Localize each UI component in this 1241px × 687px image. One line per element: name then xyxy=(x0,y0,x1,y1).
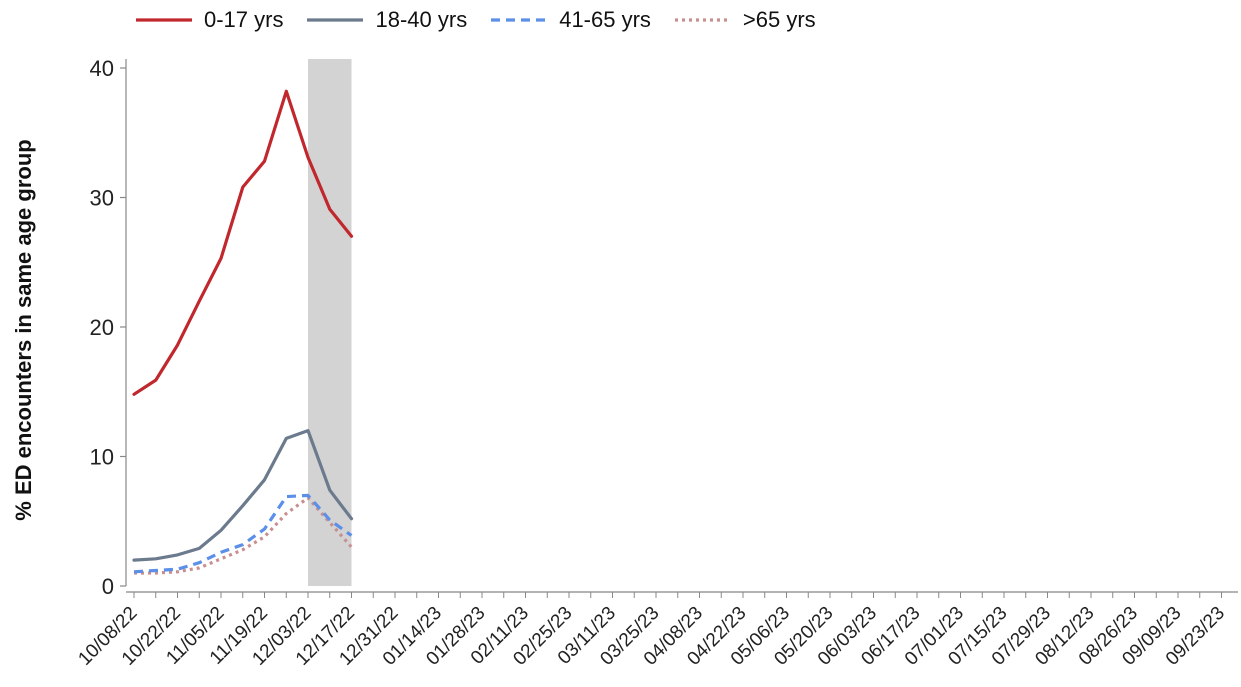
legend-swatch xyxy=(674,18,731,22)
legend: 0-17 yrs 18-40 yrs 41-65 yrs >65 yrs xyxy=(134,4,838,36)
shaded-region-layer xyxy=(308,59,352,586)
legend-swatch xyxy=(307,18,364,22)
shaded-region xyxy=(308,59,352,586)
legend-item: 18-40 yrs xyxy=(305,7,467,33)
legend-label: >65 yrs xyxy=(742,7,816,32)
legend-swatch xyxy=(491,18,548,22)
legend-item: 0-17 yrs xyxy=(134,7,283,33)
y-tick-label: 10 xyxy=(90,445,114,470)
series-line-18-40-yrs xyxy=(132,429,354,562)
series-line-41-65-yrs xyxy=(133,493,353,574)
legend-item: 41-65 yrs xyxy=(489,7,651,33)
y-tick-label: 20 xyxy=(90,315,114,340)
legend-label: 41-65 yrs xyxy=(559,7,651,32)
y-tick-label: 40 xyxy=(90,56,114,81)
legend-label: 0-17 yrs xyxy=(204,7,284,32)
series-line-0-17-yrs xyxy=(132,89,354,396)
axes-layer: 01020304010/08/2210/22/2211/05/2211/19/2… xyxy=(74,56,1238,670)
legend-label: 18-40 yrs xyxy=(375,7,468,32)
legend-swatch xyxy=(136,18,192,22)
series-line-65-yrs xyxy=(134,496,353,575)
y-tick-label: 0 xyxy=(102,574,114,599)
y-tick-label: 30 xyxy=(90,186,114,211)
series-layer xyxy=(132,89,354,575)
y-axis-label: % ED encounters in same age group xyxy=(11,139,36,520)
legend-item: >65 yrs xyxy=(673,7,816,33)
